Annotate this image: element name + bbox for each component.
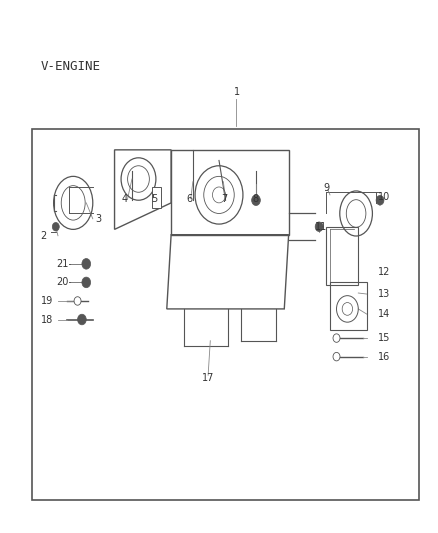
Text: 20: 20 xyxy=(56,277,68,287)
Circle shape xyxy=(74,297,81,305)
Text: 4: 4 xyxy=(121,193,127,204)
Circle shape xyxy=(82,277,91,288)
Text: 21: 21 xyxy=(56,259,68,269)
Circle shape xyxy=(376,196,384,205)
Text: 15: 15 xyxy=(378,333,390,343)
Text: 14: 14 xyxy=(378,309,390,319)
Text: 17: 17 xyxy=(201,373,214,383)
Circle shape xyxy=(82,259,91,269)
Text: 5: 5 xyxy=(152,193,158,204)
Text: 2: 2 xyxy=(41,231,47,241)
Circle shape xyxy=(315,222,323,231)
Circle shape xyxy=(52,222,59,231)
Circle shape xyxy=(252,195,260,206)
Circle shape xyxy=(333,352,340,361)
Text: 8: 8 xyxy=(253,193,258,204)
FancyBboxPatch shape xyxy=(152,187,161,208)
Text: V-ENGINE: V-ENGINE xyxy=(41,60,101,74)
Text: 10: 10 xyxy=(378,192,390,202)
Text: 1: 1 xyxy=(234,86,240,96)
Text: 9: 9 xyxy=(323,183,329,193)
Text: 13: 13 xyxy=(378,289,390,299)
Text: 3: 3 xyxy=(95,214,101,224)
Text: 12: 12 xyxy=(378,267,390,277)
Text: 16: 16 xyxy=(378,352,390,361)
Text: 7: 7 xyxy=(221,193,227,204)
Text: 19: 19 xyxy=(41,296,53,306)
Circle shape xyxy=(333,334,340,342)
Text: 11: 11 xyxy=(315,222,327,232)
Text: 6: 6 xyxy=(186,193,192,204)
Text: 18: 18 xyxy=(41,314,53,325)
Circle shape xyxy=(78,314,86,325)
